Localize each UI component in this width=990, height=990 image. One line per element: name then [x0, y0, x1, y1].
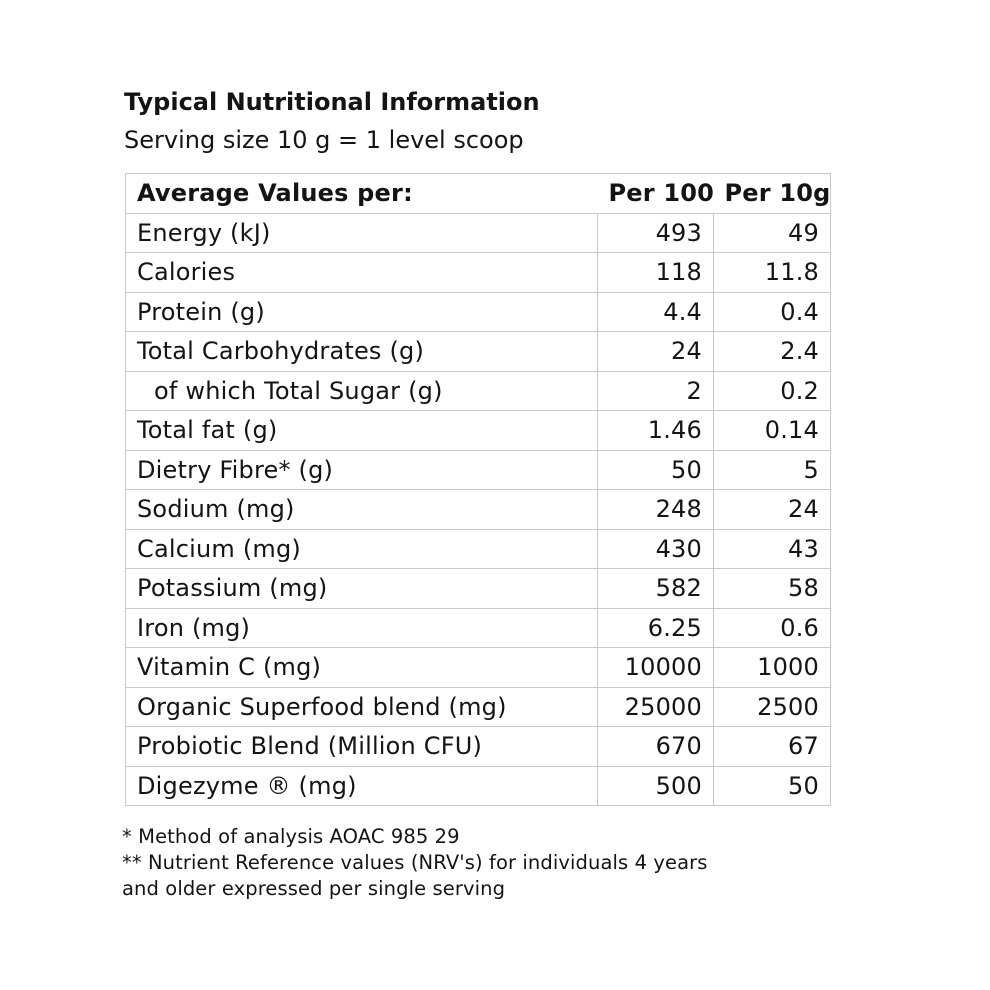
value-per-100g: 2 [597, 370, 714, 411]
header-per-10g: Per 10g [713, 173, 831, 214]
value-per-100g: 1.46 [597, 410, 714, 451]
value-per-10g: 1000 [713, 647, 831, 688]
table-row: Calories 118 11.8 [125, 252, 831, 293]
table-row: Total Carbohydrates (g) 24 2.4 [125, 331, 831, 372]
value-per-100g: 582 [597, 568, 714, 609]
value-per-10g: 0.4 [713, 291, 831, 332]
value-per-10g: 11.8 [713, 252, 831, 293]
value-per-100g: 6.25 [597, 607, 714, 648]
nutrient-name: Digezyme ® (mg) [125, 765, 598, 806]
value-per-10g: 0.14 [713, 410, 831, 451]
value-per-100g: 118 [597, 252, 714, 293]
header-average-values: Average Values per: [125, 173, 598, 214]
table-row: Protein (g) 4.4 0.4 [125, 291, 831, 332]
nutrient-name: Protein (g) [125, 291, 598, 332]
nutrient-name: Total Carbohydrates (g) [125, 331, 598, 372]
value-per-10g: 5 [713, 449, 831, 490]
value-per-100g: 500 [597, 765, 714, 806]
value-per-100g: 4.4 [597, 291, 714, 332]
value-per-100g: 493 [597, 212, 714, 253]
table-row: Sodium (mg) 248 24 [125, 489, 831, 530]
table-header-row: Average Values per: Per 100g Per 10g [125, 173, 831, 214]
nutrient-name: Dietry Fibre* (g) [125, 449, 598, 490]
table-row: Energy (kJ) 493 49 [125, 212, 831, 253]
value-per-10g: 24 [713, 489, 831, 530]
value-per-100g: 10000 [597, 647, 714, 688]
value-per-10g: 0.6 [713, 607, 831, 648]
footnote-method: * Method of analysis AOAC 985 29 [122, 825, 460, 848]
value-per-100g: 50 [597, 449, 714, 490]
nutrient-name: Organic Superfood blend (mg) [125, 686, 598, 727]
value-per-10g: 67 [713, 726, 831, 767]
value-per-100g: 670 [597, 726, 714, 767]
footnote-nrv-continued: and older expressed per single serving [122, 877, 506, 900]
nutrient-name: Calories [125, 252, 598, 293]
table-row: Total fat (g) 1.46 0.14 [125, 410, 831, 451]
page-title: Typical Nutritional Information [124, 88, 540, 116]
value-per-100g: 248 [597, 489, 714, 530]
nutrient-name: Total fat (g) [125, 410, 598, 451]
header-per-100g: Per 100g [597, 173, 714, 214]
table-row: Vitamin C (mg) 10000 1000 [125, 647, 831, 688]
table-row: Iron (mg) 6.25 0.6 [125, 607, 831, 648]
table-row: Dietry Fibre* (g) 50 5 [125, 449, 831, 490]
value-per-100g: 25000 [597, 686, 714, 727]
value-per-10g: 43 [713, 528, 831, 569]
table-row: Calcium (mg) 430 43 [125, 528, 831, 569]
serving-size-subtitle: Serving size 10 g = 1 level scoop [124, 126, 524, 154]
value-per-10g: 2.4 [713, 331, 831, 372]
value-per-10g: 50 [713, 765, 831, 806]
table-row: Digezyme ® (mg) 500 50 [125, 765, 831, 806]
nutrient-name: Iron (mg) [125, 607, 598, 648]
nutrient-name: Calcium (mg) [125, 528, 598, 569]
nutrient-name: Probiotic Blend (Million CFU) [125, 726, 598, 767]
nutrient-name: Energy (kJ) [125, 212, 598, 253]
value-per-10g: 49 [713, 212, 831, 253]
footnotes: * Method of analysis AOAC 985 29 ** Nutr… [122, 824, 708, 902]
table-row: Probiotic Blend (Million CFU) 670 67 [125, 726, 831, 767]
nutrition-table: Average Values per: Per 100g Per 10g Ene… [125, 173, 831, 806]
table-row: Potassium (mg) 582 58 [125, 568, 831, 609]
table-row: Organic Superfood blend (mg) 25000 2500 [125, 686, 831, 727]
footnote-nrv: ** Nutrient Reference values (NRV's) for… [122, 851, 708, 874]
nutrient-name: Vitamin C (mg) [125, 647, 598, 688]
nutrient-name: of which Total Sugar (g) [125, 370, 598, 411]
value-per-100g: 24 [597, 331, 714, 372]
table-row: of which Total Sugar (g) 2 0.2 [125, 370, 831, 411]
value-per-100g: 430 [597, 528, 714, 569]
value-per-10g: 0.2 [713, 370, 831, 411]
table-body: Energy (kJ) 493 49 Calories 118 11.8 Protein (… [125, 212, 831, 806]
nutrient-name: Sodium (mg) [125, 489, 598, 530]
value-per-10g: 58 [713, 568, 831, 609]
value-per-10g: 2500 [713, 686, 831, 727]
nutrient-name: Potassium (mg) [125, 568, 598, 609]
